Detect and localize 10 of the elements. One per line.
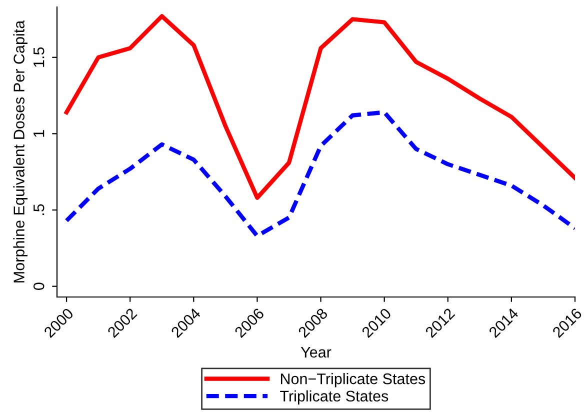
legend-label: Non−Triplicate States [280, 373, 426, 388]
y-tick-label: .5 [34, 204, 44, 215]
y-tick-label: 0 [33, 282, 44, 290]
line-series [64, 14, 575, 200]
line-series [64, 110, 575, 238]
x-axis-title: Year [300, 346, 332, 358]
y-tick-label: 1 [34, 130, 44, 137]
legend-label: Triplicate States [280, 390, 388, 405]
y-axis-title: Morphine Equivalent Doses Per Capita [13, 20, 28, 282]
y-tick-label: 1.5 [34, 47, 44, 67]
